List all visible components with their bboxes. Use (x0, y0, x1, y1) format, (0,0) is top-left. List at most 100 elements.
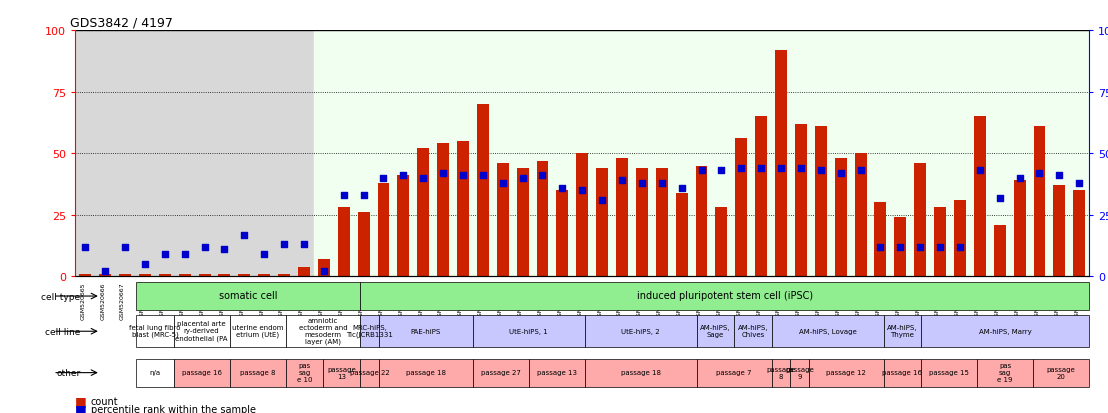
Bar (229, 316, 286, 347)
Text: passage 12: passage 12 (827, 369, 866, 375)
Text: n/a: n/a (150, 369, 161, 375)
Point (315, 268, 332, 275)
Bar (790, 359, 809, 387)
Point (732, 165, 750, 172)
Point (494, 180, 512, 187)
Bar (314, 31, 1089, 277)
Bar (136, 282, 360, 310)
Bar (473, 316, 585, 347)
Point (434, 170, 452, 177)
Text: pas
sag
e 19: pas sag e 19 (997, 362, 1013, 382)
Point (335, 192, 352, 199)
Bar (218, 274, 230, 277)
Bar (771, 359, 790, 387)
Bar (136, 359, 174, 387)
Text: cell line: cell line (45, 327, 81, 336)
Bar (977, 359, 1033, 387)
Point (912, 244, 930, 251)
Point (593, 197, 611, 204)
Point (692, 168, 710, 174)
Bar (736, 139, 747, 277)
Bar (198, 274, 211, 277)
Text: uterine endom
etrium (UtE): uterine endom etrium (UtE) (232, 324, 284, 337)
Bar (921, 316, 1089, 347)
Bar (536, 161, 548, 277)
Bar (360, 359, 379, 387)
Point (1030, 170, 1048, 177)
Point (991, 195, 1008, 202)
Bar (379, 316, 473, 347)
Point (1050, 173, 1068, 179)
Bar (954, 201, 966, 277)
Bar (809, 359, 884, 387)
Point (136, 261, 154, 268)
Point (971, 168, 988, 174)
Bar (934, 208, 946, 277)
Text: MRC-hiPS,
Tic(JCRB1331: MRC-hiPS, Tic(JCRB1331 (347, 324, 393, 337)
Bar (379, 359, 473, 387)
Bar (576, 154, 588, 277)
Text: passage 27: passage 27 (481, 369, 521, 375)
Text: count: count (91, 396, 119, 406)
Bar (360, 316, 379, 347)
Bar (994, 225, 1006, 277)
Bar (585, 359, 697, 387)
Point (673, 185, 690, 192)
Point (534, 173, 552, 179)
Bar (697, 316, 735, 347)
Text: amniotic
ectoderm and
mesoderm
layer (AM): amniotic ectoderm and mesoderm layer (AM… (299, 317, 348, 344)
Point (414, 175, 432, 182)
Bar (735, 316, 771, 347)
Point (653, 180, 670, 187)
Text: AM-hiPS,
Thyme: AM-hiPS, Thyme (888, 324, 917, 337)
Point (295, 242, 312, 248)
Text: UtE-hiPS, 2: UtE-hiPS, 2 (622, 328, 660, 334)
Text: GDS3842 / 4197: GDS3842 / 4197 (70, 17, 173, 30)
Point (116, 244, 134, 251)
Point (236, 232, 254, 238)
Bar (119, 274, 131, 277)
Text: passage
13: passage 13 (328, 366, 356, 379)
Bar (556, 191, 568, 277)
Bar (158, 274, 171, 277)
Text: somatic cell: somatic cell (219, 291, 278, 301)
Point (255, 251, 273, 258)
Bar (456, 142, 469, 277)
Text: fetal lung fibro
blast (MRC-5): fetal lung fibro blast (MRC-5) (130, 324, 181, 337)
Bar (174, 359, 229, 387)
Text: ■: ■ (75, 394, 88, 407)
Bar (696, 166, 708, 277)
Bar (1033, 359, 1089, 387)
Bar (974, 117, 986, 277)
Bar (338, 208, 350, 277)
Text: passage 7: passage 7 (717, 369, 752, 375)
Bar (473, 359, 529, 387)
Bar (174, 316, 229, 347)
Bar (771, 316, 884, 347)
Bar (656, 169, 668, 277)
Bar (418, 149, 429, 277)
Bar (596, 169, 608, 277)
Point (852, 168, 870, 174)
Point (554, 185, 572, 192)
Bar (884, 359, 921, 387)
Bar (286, 316, 360, 347)
Bar (80, 274, 91, 277)
Text: passage
8: passage 8 (767, 366, 796, 379)
Bar (756, 117, 767, 277)
Text: PAE-hiPS: PAE-hiPS (411, 328, 441, 334)
Bar (178, 274, 191, 277)
Bar (398, 176, 409, 277)
Bar (585, 316, 697, 347)
Point (872, 244, 890, 251)
Text: cell type: cell type (41, 292, 81, 301)
Point (216, 247, 234, 253)
Point (792, 165, 810, 172)
Bar (794, 124, 807, 277)
Point (613, 178, 630, 184)
Text: passage
20: passage 20 (1047, 366, 1076, 379)
Bar (358, 213, 370, 277)
Bar (324, 359, 360, 387)
Bar (884, 316, 921, 347)
Point (931, 244, 948, 251)
